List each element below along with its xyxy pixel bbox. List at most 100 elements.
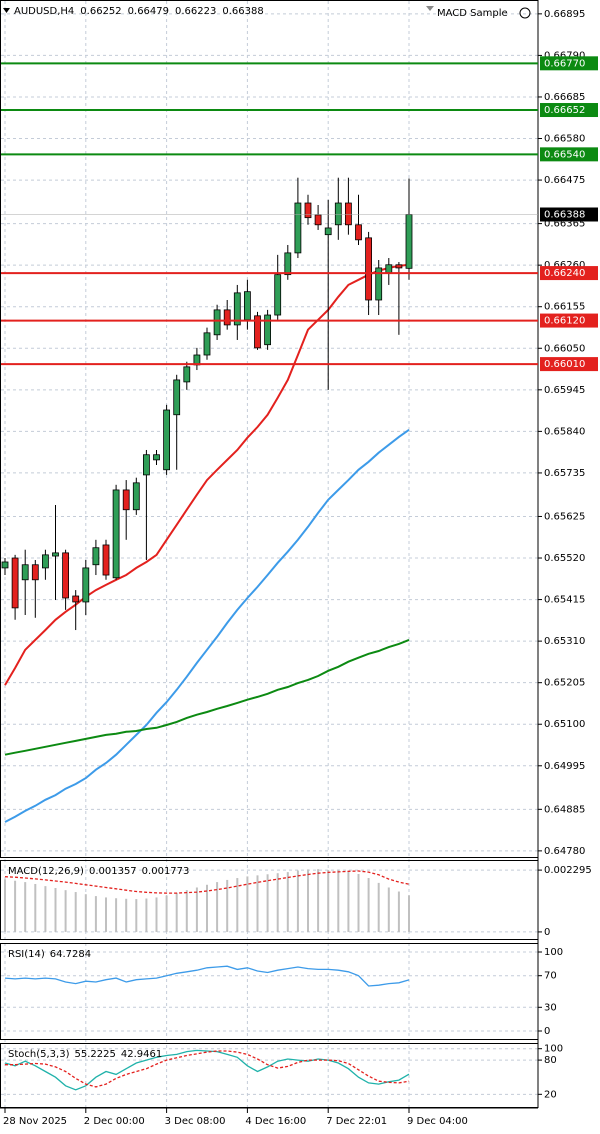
histogram-bar [84,894,87,932]
candle-body [11,557,19,609]
collapse-triangle [3,8,10,13]
level-tag [540,357,598,372]
y-tick-label: 100 [544,1044,563,1055]
y-tick-label: 0.66050 [544,343,585,354]
level-tag-label: 0.66010 [544,359,585,370]
histogram-bar [14,880,17,932]
histogram-bar [115,898,118,932]
histogram-bar [24,882,27,932]
histogram-bar [105,897,107,932]
x-tick-label: 9 Dec 04:00 [407,1116,468,1127]
indicator-line [4,870,410,894]
candle-body [284,252,292,276]
histogram-bar [195,887,198,932]
level-tag [540,313,598,328]
y-tick-label: 0.66580 [544,134,585,145]
y-tick-label: 0.65735 [544,468,585,479]
candle-body [254,315,261,349]
histogram-bar [307,869,309,932]
x-tick-label: 2 Dec 00:00 [84,1116,145,1127]
indicator-line [4,638,410,756]
y-tick-label: 0 [544,927,550,938]
y-tick-label: 0.66365 [544,219,585,230]
y-tick-label: 0.64885 [544,804,585,815]
candle-body [385,264,393,274]
candle-body [142,454,150,476]
candle-body [1,561,9,569]
histogram-bar [4,879,6,932]
ohlc-high: 0.66479 [128,6,169,17]
y-tick-label: 0.65840 [544,426,585,437]
histogram-bar [387,887,390,932]
last-price-label: 0.66388 [544,210,585,221]
histogram-bar [175,892,178,932]
level-tag-label: 0.66240 [544,268,585,279]
histogram-bar [206,884,208,932]
histogram-bar [216,882,219,932]
level-tag-label: 0.66540 [544,149,585,160]
y-tick-label: 0.65310 [544,636,585,647]
histogram-bar [266,874,269,932]
y-tick-label: 0.66790 [544,50,585,61]
candle-body [223,309,231,326]
candle-body [324,227,332,236]
histogram-bar [125,898,128,932]
histogram-bar [286,872,289,932]
y-tick-label: 0.66260 [544,260,585,271]
histogram-bar [74,892,77,932]
candle-body [112,489,120,579]
histogram-bar [377,882,380,932]
histogram-bar [34,883,37,932]
histogram-bar [327,869,330,932]
y-tick-label: 0 [544,1026,550,1037]
candle-body [243,291,251,321]
last-price-tag [540,207,598,222]
expert-name: MACD Sample [437,8,508,19]
candle-body [52,552,59,557]
candle-body [31,564,39,581]
y-tick-label: 0.65415 [544,595,585,606]
last-value: 0.001773 [142,866,190,877]
candle-body [395,264,403,269]
y-tick-label: 0.66155 [544,302,585,313]
histogram-bar [347,871,350,932]
candle-body [163,409,171,471]
ohlc-low: 0.66223 [175,6,216,17]
histogram-bar [94,896,97,932]
histogram-bar [145,898,148,932]
candle-body [132,482,140,511]
histogram-bar [337,869,340,932]
histogram-bar [135,899,138,932]
histogram-bar [256,875,259,932]
histogram-bar [165,895,168,932]
indicator-line [4,965,410,987]
y-tick-label: 0.64780 [544,846,585,857]
histogram-bar [296,870,299,932]
candle-body [183,366,191,383]
candle-body [173,379,181,416]
candle-body [274,274,282,316]
histogram-bar [226,879,229,932]
last-value: 64.7284 [50,949,91,960]
candle-body [62,552,69,599]
y-tick-label: 80 [544,1055,557,1066]
histogram-bar [367,878,370,932]
last-value: 55.2225 [74,1049,115,1060]
expert-triangle [426,6,434,11]
candle-body [344,202,352,226]
marks-layer [1,62,538,1091]
x-tick-label: 7 Dec 22:01 [326,1116,387,1127]
candle-body [21,564,29,581]
level-tag [540,147,598,162]
candle-body [122,489,130,511]
y-tick-label: 100 [544,947,563,958]
panel-title-name: RSI(14) [8,949,45,960]
panel-title-name: Stoch(5,3,3) [8,1049,70,1060]
panel-title: RSI(14) 64.7284 [8,949,91,960]
panel-title: MACD(12,26,9) 0.001357 0.001773 [8,866,189,877]
histogram-bar [408,895,410,932]
candle-body [375,267,383,301]
candle-body [314,214,322,226]
panel-title-name: MACD(12,26,9) [8,866,84,877]
